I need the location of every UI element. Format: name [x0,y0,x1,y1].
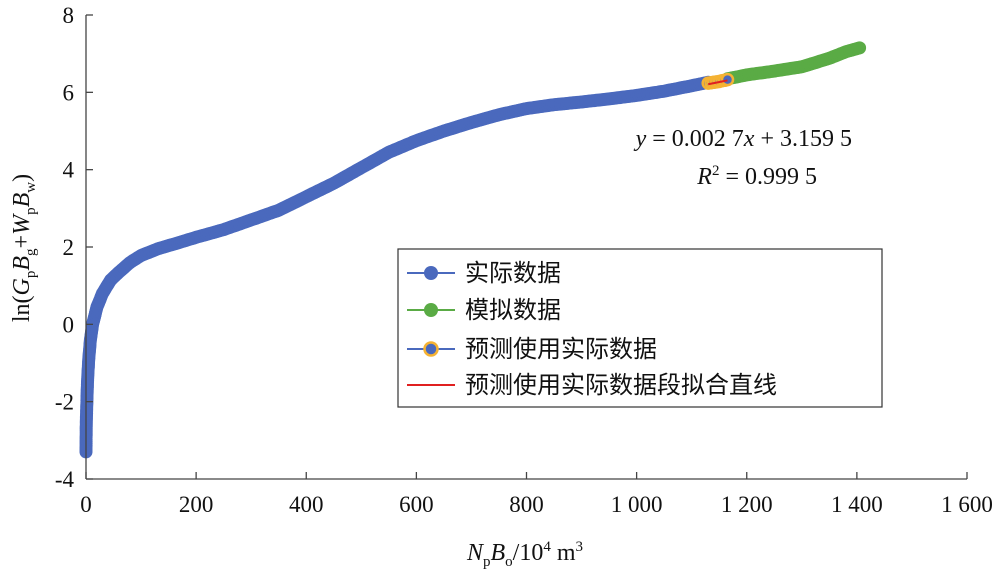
x-axis-title: NpBo/104 m3 [466,539,583,570]
ticks: 0 200 400 600 800 1 000 1 200 1 400 1 600 -4 -2 0 2 4… [55,3,993,517]
legend-label-simulated: 模拟数据 [465,296,561,324]
legend-swatch-marker-simulated [424,303,438,317]
y-tick-label: 8 [63,3,75,28]
legend-label-fit-line: 预测使用实际数据段拟合直线 [465,371,777,399]
x-tick-label: 400 [289,492,324,517]
r-squared: R2 = 0.999 5 [696,163,817,190]
x-tick-label: 600 [399,492,434,517]
fit-equation: y = 0.002 7x + 3.159 5 [634,126,852,152]
plot-marks [79,41,867,459]
x-tick-label: 1 400 [831,492,883,517]
y-tick-label: 6 [63,80,75,105]
legend-label-actual: 实际数据 [465,259,561,287]
legend-label-prediction: 预测使用实际数据 [465,335,657,363]
legend-swatch-marker-actual [424,266,438,280]
series-fit-line-line [708,79,728,86]
y-tick-label: -4 [55,467,75,492]
series-prediction-point [720,72,735,87]
legend: 实际数据 模拟数据 预测使用实际数据 预测使用实际数据段拟合直线 [397,248,883,408]
y-tick-label: -2 [55,390,74,415]
y-tick-label: 4 [63,158,75,183]
legend-swatch-marker-prediction [423,341,439,357]
x-tick-label: 800 [509,492,544,517]
x-tick-label: 1 200 [721,492,773,517]
x-tick-label: 200 [179,492,214,517]
series-simulated-point [853,41,867,55]
y-tick-label: 2 [63,235,75,260]
legend-box [397,248,883,408]
x-tick-label: 1 000 [611,492,663,517]
y-tick-label: 0 [63,312,75,337]
y-axis-title: ln(GpBg+WpBw) [9,174,39,322]
x-tick-label: 0 [80,492,92,517]
x-tick-label: 1 600 [941,492,993,517]
